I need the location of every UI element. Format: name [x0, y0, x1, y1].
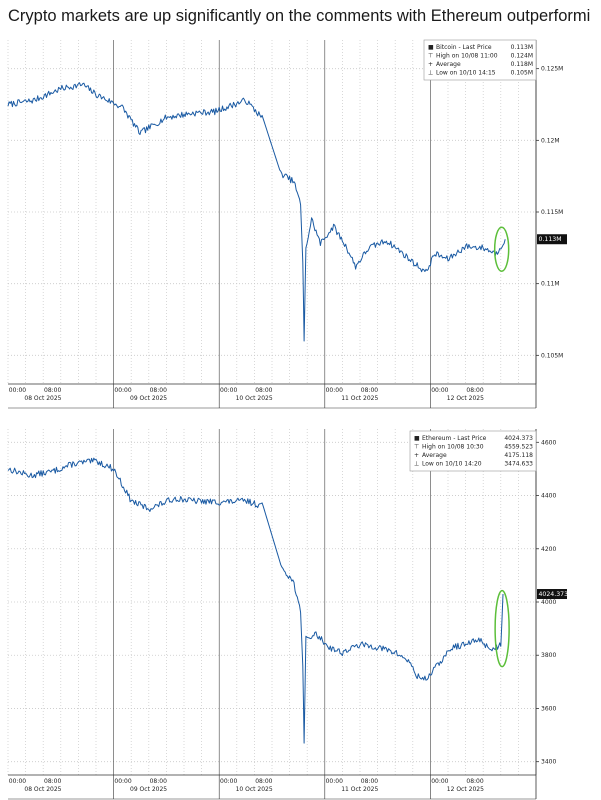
y-tick-label: 0.115M	[541, 209, 563, 216]
bitcoin-gridlines	[7, 40, 537, 384]
x-tick-label: 00:00	[9, 778, 26, 785]
bitcoin-legend-row: ■ Bitcoin - Last Price 0.113M	[428, 44, 533, 51]
x-tick-label: 00:00	[326, 387, 343, 394]
x-tick-label: 08:00	[150, 387, 167, 394]
legend-label: Low on 10/10 14:15	[436, 70, 496, 77]
bitcoin-highlight-circle	[493, 226, 510, 273]
y-tick-label: 3400	[541, 759, 556, 766]
legend-marker: ⊤	[414, 444, 419, 451]
x-tick-label: 08:00	[255, 778, 272, 785]
x-tick-label: 08:00	[150, 778, 167, 785]
x-tick-label: 08:00	[466, 387, 483, 394]
x-tick-label: 00:00	[9, 387, 26, 394]
legend-label: Bitcoin - Last Price	[436, 44, 492, 51]
legend-label: High on 10/08 10:30	[422, 444, 484, 451]
legend-marker: ⊥	[428, 70, 433, 77]
x-day-label: 08 Oct 2025	[24, 786, 61, 793]
legend-label: High on 10/08 11:00	[436, 53, 498, 60]
bitcoin-legend: ■ Bitcoin - Last Price 0.113M ⊤ High on …	[423, 39, 537, 81]
ethereum-price-line	[7, 457, 504, 744]
x-tick-label: 00:00	[326, 778, 343, 785]
ethereum-legend-row: ⊥ Low on 10/10 14:20 3474.633	[414, 461, 533, 468]
y-tick-label: 3600	[541, 705, 556, 712]
legend-value: 4024.373	[504, 435, 533, 442]
y-tick-label: 0.105M	[541, 352, 563, 359]
ethereum-highlight-circle	[494, 589, 510, 668]
x-tick-label: 08:00	[361, 387, 378, 394]
x-tick-label: 00:00	[114, 387, 131, 394]
x-tick-label: 08:00	[44, 778, 61, 785]
bitcoin-last-price-label: 0.113M	[539, 236, 562, 243]
legend-marker: ■	[414, 435, 420, 442]
bitcoin-price-line	[7, 82, 506, 342]
ethereum-legend-row: ⊤ High on 10/08 10:30 4559.523	[414, 444, 533, 451]
x-day-label: 10 Oct 2025	[236, 786, 273, 793]
legend-label: Average	[422, 452, 447, 459]
legend-marker: +	[428, 61, 433, 68]
y-tick-label: 4600	[541, 439, 556, 446]
ethereum-chart: 3400 3600 3800 4000 4200 4400 4600 00:00 08:00 00…	[7, 429, 569, 800]
ethereum-last-price-label: 4024.373	[539, 591, 569, 598]
bitcoin-legend-row: ⊥ Low on 10/10 14:15 0.105M	[428, 70, 533, 77]
x-day-label: 12 Oct 2025	[447, 395, 484, 402]
x-day-label: 11 Oct 2025	[341, 395, 378, 402]
legend-label: Low on 10/10 14:20	[422, 461, 482, 468]
x-day-label: 09 Oct 2025	[130, 395, 167, 402]
y-tick-label: 3800	[541, 652, 556, 659]
legend-marker: ⊤	[428, 53, 433, 60]
y-tick-label: 0.12M	[541, 137, 560, 144]
x-day-label: 12 Oct 2025	[447, 786, 484, 793]
y-tick-label: 0.11M	[541, 281, 560, 288]
x-tick-label: 08:00	[466, 778, 483, 785]
bitcoin-legend-row: + Average 0.118M	[428, 61, 533, 68]
x-tick-label: 00:00	[220, 778, 237, 785]
bitcoin-legend-row: ⊤ High on 10/08 11:00 0.124M	[428, 53, 533, 60]
legend-label: Ethereum - Last Price	[422, 435, 487, 442]
legend-value: 4559.523	[504, 444, 533, 451]
ethereum-axes: 3400 3600 3800 4000 4200 4400 4600 00:00 08:00 00…	[8, 429, 556, 800]
x-day-label: 10 Oct 2025	[236, 395, 273, 402]
headline: Crypto markets are up significantly on t…	[8, 7, 591, 25]
x-tick-label: 08:00	[44, 387, 61, 394]
legend-value: 0.113M	[511, 44, 533, 51]
bitcoin-last-price-tag: 0.113M	[537, 234, 567, 245]
ethereum-last-price-tag: 4024.373	[537, 589, 569, 600]
x-day-label: 08 Oct 2025	[24, 395, 61, 402]
x-day-label: 11 Oct 2025	[341, 786, 378, 793]
ethereum-legend: ■ Ethereum - Last Price 4024.373 ⊤ High …	[409, 430, 537, 472]
x-tick-label: 00:00	[220, 387, 237, 394]
bitcoin-chart: 0.105M 0.11M 0.115M 0.12M 0.125M 00:00 08:00 00…	[7, 39, 567, 409]
x-tick-label: 08:00	[361, 778, 378, 785]
legend-marker: +	[414, 452, 419, 459]
y-tick-label: 4200	[541, 546, 556, 553]
x-tick-label: 00:00	[114, 778, 131, 785]
legend-value: 0.124M	[511, 53, 533, 60]
y-tick-label: 4000	[541, 599, 556, 606]
y-tick-label: 0.125M	[541, 66, 563, 73]
x-tick-label: 00:00	[431, 778, 448, 785]
y-tick-label: 4400	[541, 493, 556, 500]
bitcoin-axes: 0.105M 0.11M 0.115M 0.12M 0.125M 00:00 08:00 00…	[8, 40, 563, 409]
legend-label: Average	[436, 61, 461, 68]
x-tick-label: 00:00	[431, 387, 448, 394]
x-tick-label: 08:00	[255, 387, 272, 394]
legend-value: 0.105M	[511, 70, 533, 77]
x-day-label: 09 Oct 2025	[130, 786, 167, 793]
legend-value: 4175.118	[504, 452, 533, 459]
legend-marker: ■	[428, 44, 434, 51]
ethereum-legend-row: ■ Ethereum - Last Price 4024.373	[414, 435, 533, 442]
ethereum-legend-row: + Average 4175.118	[414, 452, 533, 459]
ethereum-gridlines	[7, 429, 537, 775]
legend-value: 3474.633	[504, 461, 533, 468]
legend-value: 0.118M	[511, 61, 533, 68]
legend-marker: ⊥	[414, 461, 419, 468]
